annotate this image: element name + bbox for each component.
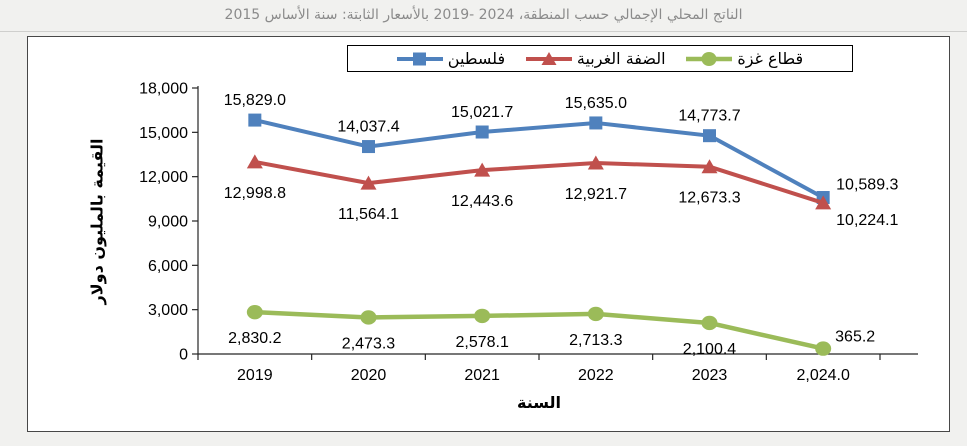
data-label: 365.2 <box>835 329 875 346</box>
point-marker-triangle <box>701 159 718 174</box>
point-marker-triangle <box>360 175 377 190</box>
y-tick-label: 9,000 <box>148 214 188 231</box>
data-label: 12,998.8 <box>224 185 286 202</box>
legend-marker-triangle-icon <box>525 51 572 65</box>
data-label: 14,773.7 <box>678 108 740 125</box>
data-label: 15,635.0 <box>565 95 627 112</box>
point-marker-square <box>362 140 375 154</box>
data-label: 10,589.3 <box>836 177 898 194</box>
series-0: 15,829.0 14,037.4 15,021.7 15,635.0 14,773.7… <box>224 92 899 205</box>
page-title: الناتج المحلي الإجمالي حسب المنطقة، ‪201… <box>224 7 743 23</box>
data-label: 12,443.6 <box>451 193 513 210</box>
point-marker-circle <box>474 308 491 324</box>
y-axis-title: القيمة بالمليون دولار <box>87 138 107 304</box>
header-divider <box>0 31 967 32</box>
point-marker-square <box>703 129 716 143</box>
data-label: 2,100.4 <box>683 341 736 358</box>
y-tick-label: 0 <box>179 347 188 364</box>
point-marker-circle <box>360 310 377 325</box>
x-tick-label: 2023 <box>692 367 728 384</box>
point-marker-circle <box>587 306 604 322</box>
legend-item-palestine[interactable]: فلسطين <box>396 49 506 68</box>
legend-label-palestine: فلسطين <box>447 49 506 68</box>
data-label: 12,921.7 <box>565 186 627 203</box>
legend-item-west-bank[interactable]: الضفة الغربية <box>525 49 666 68</box>
x-axis-title: السنة <box>516 393 561 412</box>
y-tick-label: 6,000 <box>148 258 188 275</box>
legend-label-west-bank: الضفة الغربية <box>576 49 666 68</box>
point-marker-triangle <box>815 195 832 210</box>
data-label: 14,037.4 <box>337 119 399 136</box>
point-marker-triangle <box>587 155 604 170</box>
point-marker-square <box>248 113 262 127</box>
point-marker-circle <box>815 341 832 356</box>
series-1: 12,998.8 11,564.1 12,443.6 12,921.7 12,673.3… <box>224 154 899 229</box>
point-marker-circle <box>701 315 718 331</box>
data-label: 2,713.3 <box>569 332 622 349</box>
point-marker-triangle <box>246 154 263 169</box>
data-label: 12,673.3 <box>678 190 740 207</box>
axes: 0 3,000 6,000 9,000 12,000 15,000 18,000 2019 20… <box>139 81 918 384</box>
data-label: 2,578.1 <box>455 334 508 351</box>
data-label: 15,829.0 <box>224 92 286 109</box>
point-marker-square <box>589 116 603 130</box>
data-label: 2,830.2 <box>228 330 281 347</box>
y-tick-label: 12,000 <box>139 169 188 186</box>
data-label: 11,564.1 <box>338 206 399 223</box>
series-line <box>254 118 825 200</box>
series-line <box>254 309 824 351</box>
legend-marker-square-icon <box>396 52 443 65</box>
chart-container: 0 3,000 6,000 9,000 12,000 15,000 18,000 2019 20… <box>27 36 950 432</box>
series-2: 2,830.2 2,473.3 2,578.1 2,713.3 2,100.4 365.2 <box>228 304 875 358</box>
series-line <box>254 159 824 205</box>
x-tick-label: 2022 <box>578 367 614 384</box>
y-tick-label: 15,000 <box>139 125 188 142</box>
x-tick-label: 2019 <box>237 367 273 384</box>
y-tick-label: 18,000 <box>139 81 188 98</box>
x-tick-label: 2,024.0 <box>796 367 849 384</box>
point-marker-square <box>475 125 489 139</box>
x-tick-label: 2021 <box>464 367 500 384</box>
point-marker-circle <box>246 304 263 320</box>
data-label: 15,021.7 <box>451 104 513 121</box>
y-tick-label: 3,000 <box>148 302 188 319</box>
line-chart: 0 3,000 6,000 9,000 12,000 15,000 18,000 2019 20… <box>139 81 918 384</box>
legend-label-gaza: قطاع غزة <box>737 49 804 68</box>
x-tick-label: 2020 <box>351 367 387 384</box>
legend-item-gaza[interactable]: قطاع غزة <box>686 49 803 68</box>
chart-legend: فلسطين الضفة الغربية قطاع غزة <box>347 45 853 72</box>
data-label: 10,224.1 <box>836 212 898 229</box>
point-marker-triangle <box>474 162 491 177</box>
data-label: 2,473.3 <box>342 335 395 352</box>
legend-marker-circle-icon <box>686 51 733 66</box>
